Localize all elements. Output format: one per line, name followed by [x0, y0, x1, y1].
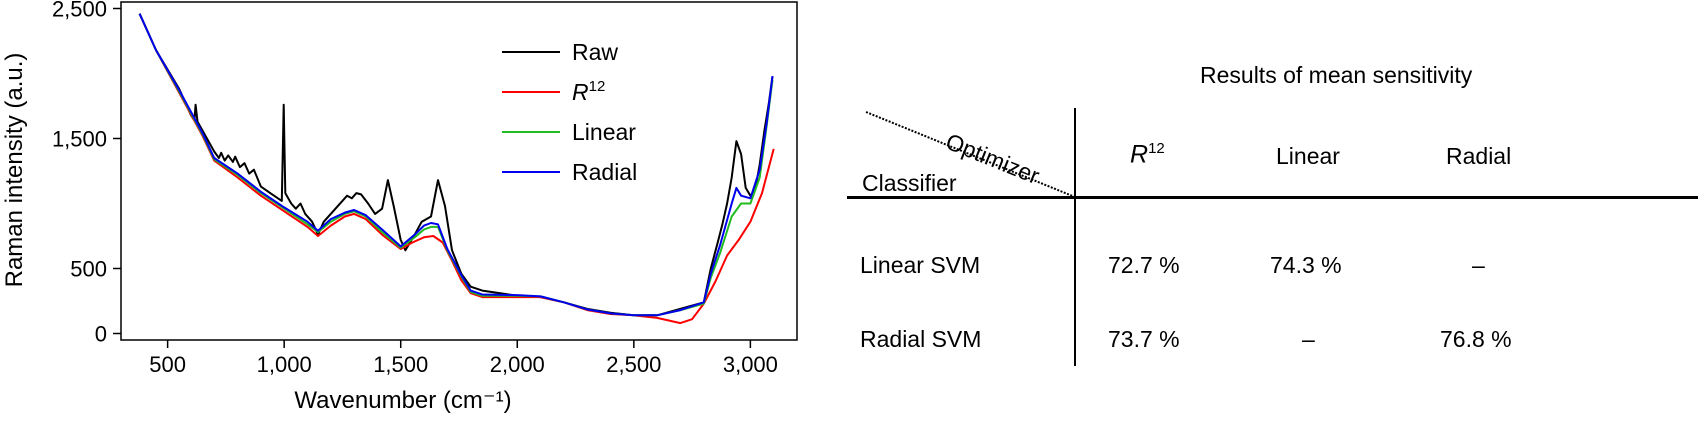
x-axis-label: Wavenumber (cm⁻¹) [294, 387, 511, 414]
cell-r12: 72.7 % [1108, 252, 1180, 278]
col-header-radial: Radial [1446, 143, 1512, 169]
col-header-linear: Linear [1276, 143, 1340, 169]
corner-classifier-label: Classifier [862, 170, 957, 196]
table-title: Results of mean sensitivity [1200, 62, 1473, 88]
legend-label-raw: Raw [572, 39, 618, 65]
x-tick-label: 2,500 [606, 352, 661, 377]
cell-linear: – [1302, 326, 1315, 352]
raman-chart: 500 1,000 1,500 2,000 2,500 3,000 0 500 1,500 2,… [1, 0, 798, 414]
x-tick-label: 1,500 [373, 352, 428, 377]
cell-radial: – [1472, 252, 1485, 278]
header-divider [847, 196, 1698, 199]
legend: Raw R12 Linear Radial [502, 39, 637, 185]
x-axis-ticks: 500 1,000 1,500 2,000 2,500 3,000 [149, 340, 778, 377]
x-tick-label: 2,000 [490, 352, 545, 377]
row-label: Linear SVM [860, 252, 981, 278]
y-axis-label: Raman intensity (a.u.) [1, 53, 28, 288]
series-line-radial [138, 13, 774, 317]
cell-radial: 76.8 % [1440, 326, 1512, 352]
y-tick-label: 0 [95, 322, 107, 347]
label-column-divider [1074, 108, 1076, 366]
cell-linear: 74.3 % [1270, 252, 1342, 278]
legend-label-radial: Radial [572, 159, 637, 185]
row-label: Radial SVM [860, 326, 982, 352]
x-tick-label: 3,000 [723, 352, 778, 377]
col-header-r12: R12 [1130, 140, 1165, 169]
x-tick-label: 500 [149, 352, 186, 377]
legend-label-r12: R12 [572, 78, 605, 105]
legend-label-linear: Linear [572, 119, 636, 145]
y-tick-label: 1,500 [52, 127, 107, 152]
col-header-r12-sup: 12 [1148, 140, 1165, 157]
x-tick-label: 1,000 [257, 352, 312, 377]
y-tick-label: 500 [70, 257, 107, 282]
y-axis-ticks: 0 500 1,500 2,500 [52, 0, 121, 347]
series-lines [138, 13, 775, 325]
cell-r12: 73.7 % [1108, 326, 1180, 352]
series-line-raw [138, 13, 774, 317]
legend-label-r12-sup: 12 [589, 78, 606, 95]
plot-frame [120, 1, 798, 341]
y-tick-label: 2,500 [52, 0, 107, 22]
